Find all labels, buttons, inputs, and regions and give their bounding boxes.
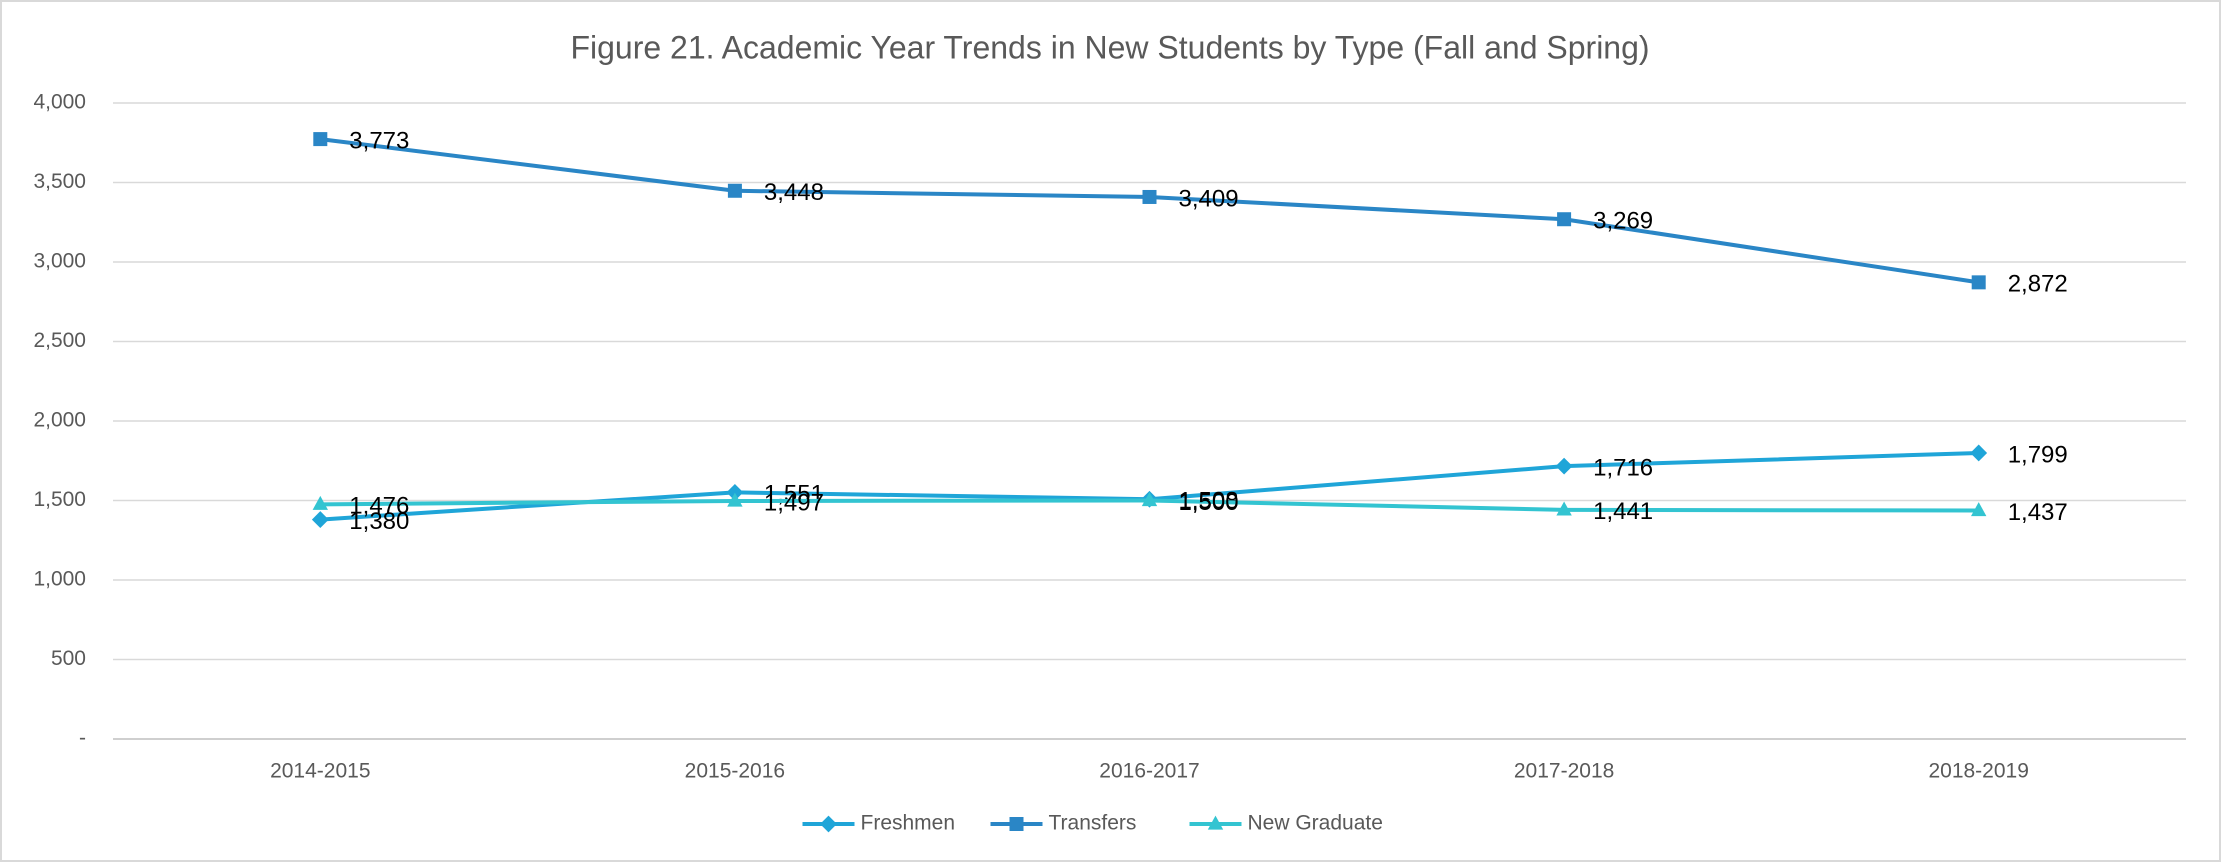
y-tick-label: 1,500 [33,488,86,511]
marker [311,511,329,528]
x-tick-label: 2015-2016 [685,760,785,783]
marker [312,495,328,510]
data-label: 3,269 [1593,208,1653,235]
x-tick-label: 2018-2019 [1928,760,2028,783]
y-tick-label: - [79,727,86,750]
x-tick-label: 2016-2017 [1099,760,1199,783]
legend-label: New Graduate [1248,812,1383,835]
marker [1142,189,1157,204]
data-label: 1,437 [2008,499,2068,526]
y-tick-label: 3,500 [33,170,86,193]
data-label: 1,380 [349,508,409,535]
marker [1971,502,1987,517]
marker [1141,492,1158,507]
marker [1556,501,1572,516]
marker [1557,212,1572,227]
data-label: 3,409 [1179,185,1239,212]
data-label: 1,551 [764,481,824,508]
y-tick-label: 2,000 [33,409,86,432]
marker [820,815,837,833]
x-tick-label: 2017-2018 [1514,760,1614,783]
data-label: 1,799 [2008,441,2068,468]
data-label: 2,872 [2008,271,2068,298]
x-tick-label: 2014-2015 [270,760,370,783]
data-label: 3,448 [764,179,824,206]
data-label: 1,497 [764,489,824,516]
marker [1207,815,1224,830]
marker [727,492,743,507]
marker [1971,275,1986,290]
chart-title: Figure 21. Academic Year Trends in New S… [570,29,1649,65]
marker [727,183,742,198]
y-tick-label: 500 [51,647,86,670]
data-label: 1,716 [1593,454,1653,481]
data-label: 1,441 [1593,498,1653,525]
marker [1009,817,1024,831]
marker [313,132,328,147]
marker [1970,444,1988,462]
y-tick-label: 2,500 [33,329,86,352]
data-label: 1,500 [1179,489,1239,516]
y-tick-label: 4,000 [33,91,86,114]
legend-label: Transfers [1049,812,1137,835]
data-label: 3,773 [349,127,409,154]
legend-label: Freshmen [861,812,956,835]
marker [726,483,744,501]
y-tick-label: 1,000 [33,568,86,591]
data-label: 1,476 [349,493,409,520]
marker [1555,457,1573,475]
y-tick-label: 3,000 [33,250,86,273]
